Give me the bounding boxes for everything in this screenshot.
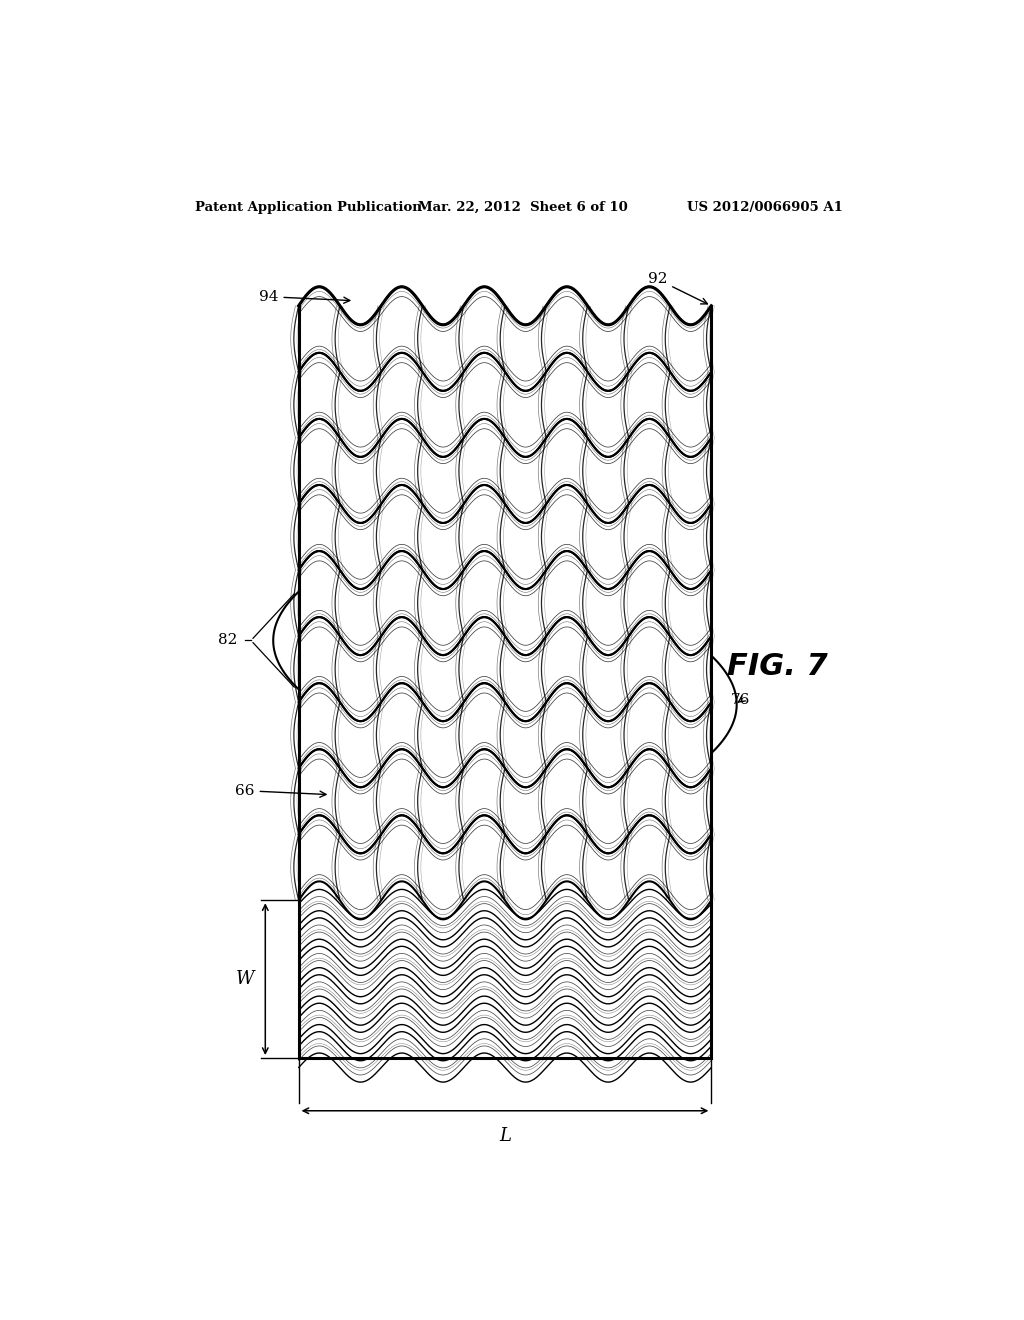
- Text: Mar. 22, 2012  Sheet 6 of 10: Mar. 22, 2012 Sheet 6 of 10: [418, 201, 628, 214]
- Text: W: W: [237, 970, 255, 989]
- Text: 76: 76: [731, 693, 751, 708]
- Text: L: L: [499, 1127, 511, 1146]
- Text: Patent Application Publication: Patent Application Publication: [196, 201, 422, 214]
- Text: 82: 82: [218, 634, 238, 648]
- Text: FIG. 7: FIG. 7: [727, 652, 828, 681]
- Text: 94: 94: [259, 289, 350, 304]
- Text: 66: 66: [236, 784, 326, 797]
- Text: US 2012/0066905 A1: US 2012/0066905 A1: [687, 201, 844, 214]
- Text: 92: 92: [648, 272, 708, 304]
